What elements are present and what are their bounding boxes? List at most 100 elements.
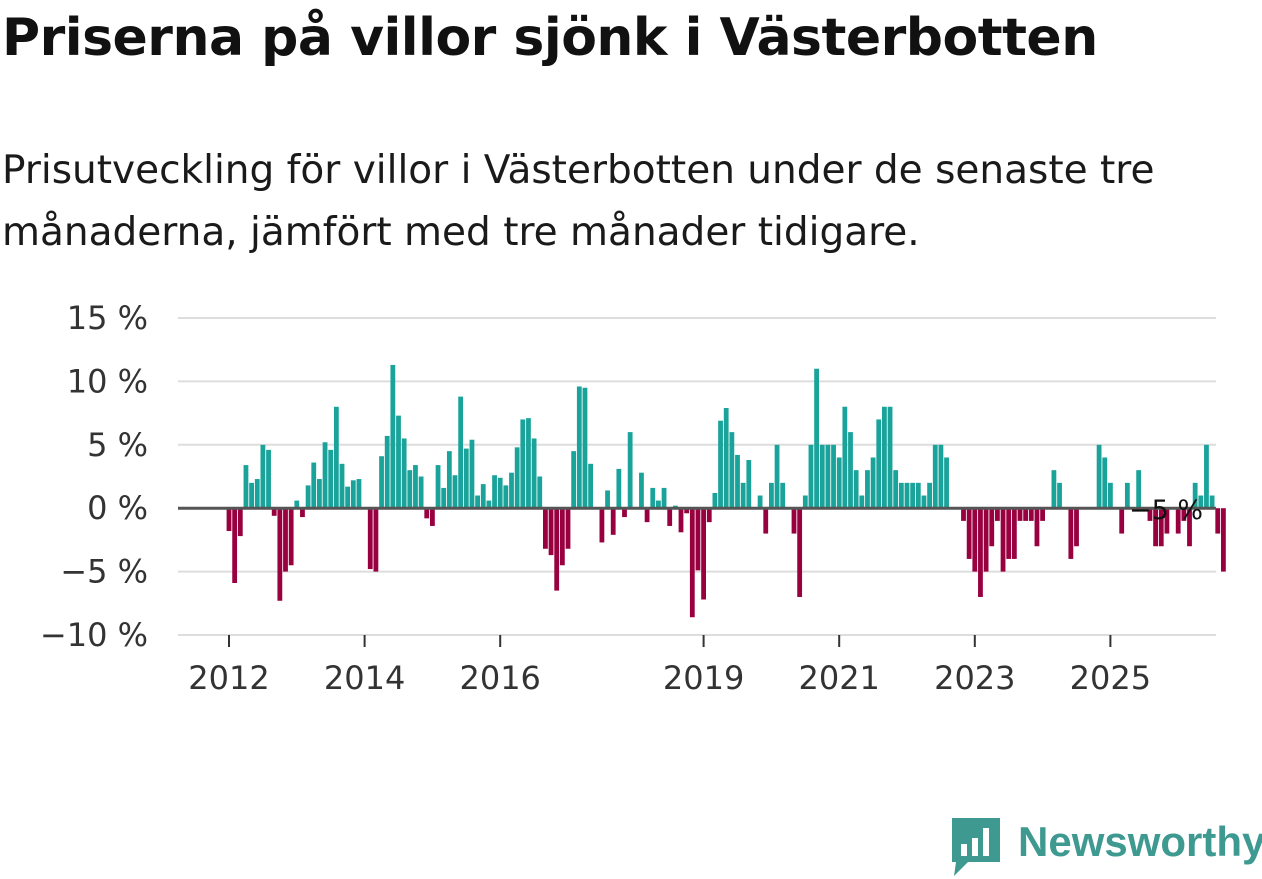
bar [882, 406, 887, 509]
bars [226, 364, 1226, 618]
bar [616, 468, 622, 509]
bar [1119, 508, 1125, 534]
bar [226, 508, 232, 532]
bar [1187, 508, 1192, 547]
chart-title: Priserna på villor sjönk i Västerbotten [2, 8, 1098, 68]
bar [1158, 508, 1164, 547]
bar [407, 470, 413, 509]
bar [1136, 470, 1142, 509]
bar [390, 364, 396, 509]
x-tick-label: 2021 [798, 659, 879, 690]
x-tick-label: 2019 [663, 659, 744, 690]
bar [1209, 495, 1215, 509]
bar [961, 508, 966, 521]
bar [599, 508, 605, 543]
bar [576, 386, 582, 509]
x-tick-label: 2016 [459, 659, 540, 690]
bar-chart: 15 % 10 % 5 % 0 % −5 % −10 % 2012 2014 2016 2019 2… [40, 299, 1226, 690]
bar [475, 495, 480, 509]
bar [650, 487, 656, 509]
bar [283, 508, 288, 572]
bar [237, 508, 243, 537]
bar [300, 508, 305, 518]
bar [339, 463, 345, 509]
bar [1006, 508, 1012, 559]
gridlines [178, 317, 1216, 636]
bar [1198, 495, 1204, 509]
bar [1057, 482, 1062, 509]
bar [328, 449, 334, 509]
bar [548, 508, 554, 556]
bar [565, 508, 571, 549]
bar [469, 439, 475, 509]
bar [1108, 482, 1113, 509]
bar [288, 508, 294, 566]
bar [622, 508, 627, 518]
bar [627, 432, 633, 509]
bar [802, 495, 808, 509]
bar [458, 396, 464, 509]
bar [559, 508, 565, 566]
bar [526, 418, 531, 509]
bar [277, 508, 283, 601]
bar [780, 482, 786, 509]
bar [1034, 508, 1040, 547]
bar [1000, 508, 1006, 572]
bar [910, 482, 916, 509]
bar [791, 508, 797, 534]
bar [644, 508, 650, 523]
bar [774, 444, 780, 509]
bar [966, 508, 972, 559]
bar [1096, 444, 1102, 509]
bar [531, 438, 537, 509]
bar [413, 465, 418, 509]
bar [582, 387, 588, 509]
bar [1153, 508, 1158, 547]
bar [249, 482, 254, 509]
bar [266, 449, 271, 509]
bar [452, 475, 458, 509]
bar [1040, 508, 1045, 521]
bar [921, 495, 927, 509]
bar [610, 508, 616, 535]
bar [689, 508, 695, 618]
bar [322, 442, 328, 509]
bar [769, 482, 774, 509]
x-tick-label: 2023 [934, 659, 1015, 690]
bar [870, 457, 876, 509]
bar [639, 472, 644, 509]
bar [1175, 508, 1181, 534]
bar [927, 482, 932, 509]
bar [859, 495, 865, 509]
bar [1011, 508, 1017, 559]
bar [797, 508, 803, 597]
bar [356, 479, 362, 509]
bar [305, 485, 311, 509]
bar [893, 470, 899, 509]
bar [571, 451, 577, 509]
bar [701, 508, 706, 600]
bar [729, 432, 735, 509]
bar [537, 476, 543, 509]
bar [497, 477, 503, 509]
bar [384, 435, 390, 509]
bar [887, 406, 893, 509]
bar [441, 487, 447, 509]
bar [983, 508, 989, 572]
bar [509, 472, 514, 509]
bar [763, 508, 769, 534]
y-tick-label: 15 % [67, 299, 148, 337]
bar [271, 508, 277, 516]
bar [333, 406, 339, 509]
bar [243, 465, 249, 509]
bar [1074, 508, 1079, 547]
bar [978, 508, 983, 597]
bar [379, 456, 384, 509]
bar [480, 484, 486, 509]
bar [995, 508, 1000, 521]
bar [588, 463, 593, 509]
bar [260, 444, 266, 509]
bar [938, 444, 944, 509]
bar [661, 487, 667, 509]
bar [254, 479, 260, 509]
